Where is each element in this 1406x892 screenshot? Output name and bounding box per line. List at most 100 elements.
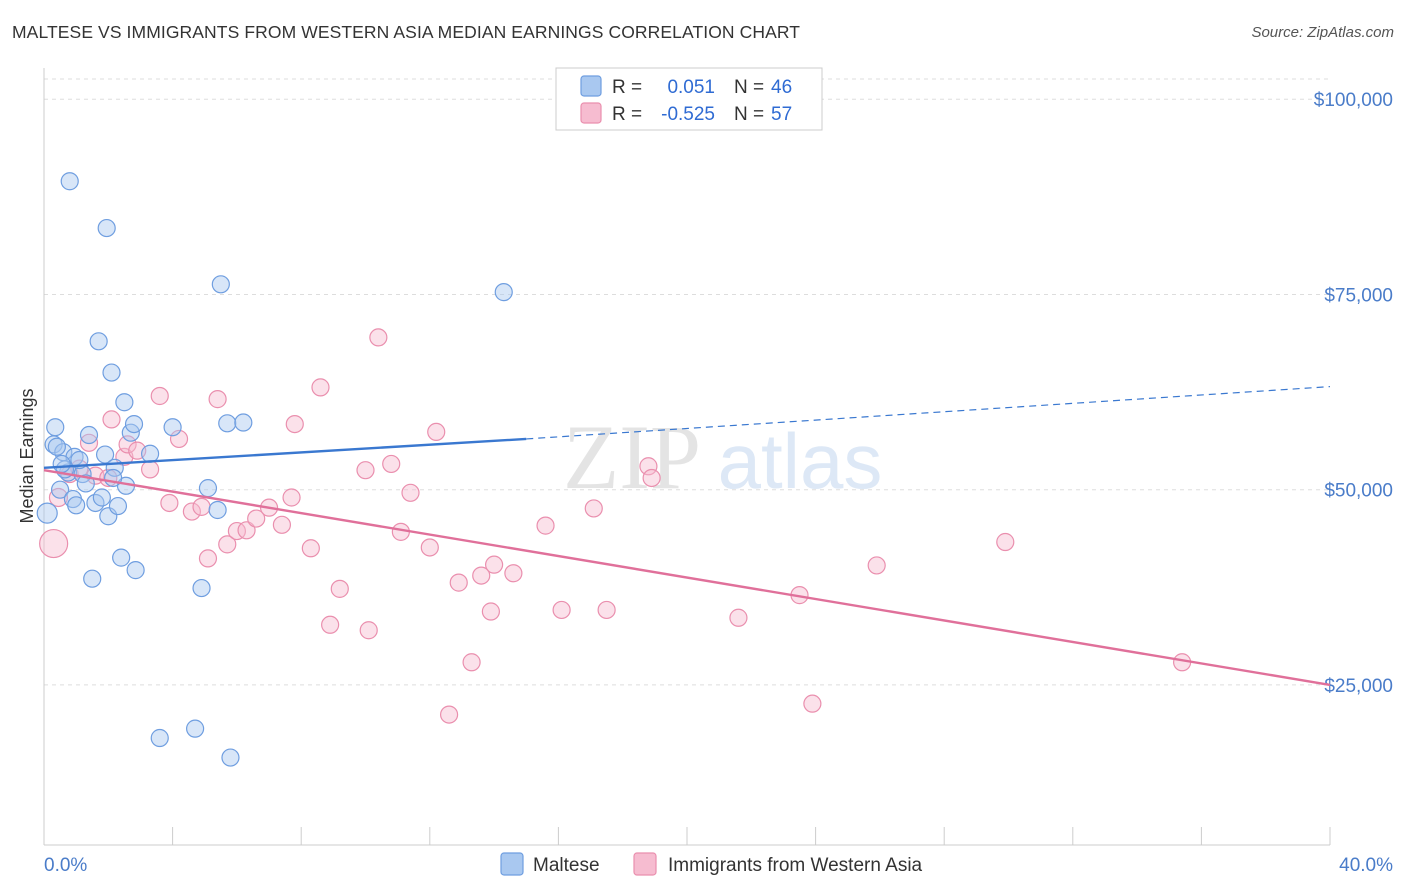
immigrants-point bbox=[369, 328, 388, 347]
bottom-legend-label-immigrants: Immigrants from Western Asia bbox=[668, 855, 923, 876]
immigrants-point bbox=[803, 694, 822, 713]
maltese-point bbox=[126, 561, 145, 580]
immigrants-point bbox=[472, 566, 491, 585]
maltese-point bbox=[92, 488, 111, 507]
legend-r-value: 0.051 bbox=[667, 77, 715, 98]
immigrants-point bbox=[169, 429, 189, 449]
y-tick-labels: $25,000 $50,000 $75,000 $100,000 bbox=[1314, 90, 1393, 697]
immigrants-point bbox=[552, 600, 571, 620]
immigrants-point bbox=[237, 521, 256, 540]
maltese-point bbox=[150, 728, 169, 748]
x-tick-label: 0.0% bbox=[44, 855, 87, 876]
immigrants-point bbox=[639, 457, 658, 476]
legend-swatch-immigrants bbox=[580, 102, 602, 124]
legend-swatch-maltese bbox=[580, 75, 602, 97]
maltese-point bbox=[115, 393, 134, 412]
immigrants-point bbox=[102, 410, 121, 429]
maltese-point bbox=[186, 719, 205, 738]
chart-title: MALTESE VS IMMIGRANTS FROM WESTERN ASIA … bbox=[12, 22, 801, 42]
immigrants-point bbox=[321, 615, 340, 634]
bottom-legend-label-maltese: Maltese bbox=[533, 855, 600, 876]
maltese-point bbox=[89, 332, 108, 351]
chart-source: Source: ZipAtlas.com bbox=[1251, 24, 1394, 41]
immigrants-point bbox=[504, 564, 523, 583]
immigrants-point bbox=[247, 509, 266, 528]
maltese-trend-line bbox=[43, 437, 527, 470]
immigrants-point bbox=[536, 516, 555, 535]
bottom-legend-swatch-maltese bbox=[500, 852, 524, 876]
immigrants-point bbox=[282, 488, 301, 507]
immigrants-point bbox=[401, 483, 420, 502]
maltese-trend-projection bbox=[526, 386, 1331, 440]
immigrants-point bbox=[150, 386, 169, 406]
maltese-point bbox=[83, 569, 102, 588]
maltese-point bbox=[140, 444, 160, 463]
maltese-point bbox=[46, 418, 65, 437]
maltese-point bbox=[50, 480, 70, 499]
immigrants-point bbox=[182, 502, 201, 521]
immigrants-point bbox=[996, 532, 1015, 552]
data-points bbox=[36, 172, 1192, 767]
immigrants-point bbox=[208, 390, 227, 409]
bottom-legend-swatch-immigrants bbox=[633, 852, 657, 876]
immigrants-point bbox=[285, 414, 304, 434]
maltese-point bbox=[108, 496, 128, 516]
immigrants-point bbox=[867, 556, 886, 575]
immigrants-point bbox=[449, 573, 468, 592]
maltese-point bbox=[192, 578, 211, 598]
y-tick-label: $75,000 bbox=[1324, 285, 1393, 306]
maltese-point bbox=[97, 218, 116, 238]
immigrants-point bbox=[272, 515, 292, 534]
immigrants-point bbox=[481, 602, 500, 621]
maltese-point bbox=[124, 414, 144, 434]
maltese-point bbox=[52, 454, 71, 474]
trend-lines bbox=[43, 386, 1331, 687]
immigrants-point bbox=[439, 705, 459, 724]
legend-n-value: 57 bbox=[771, 104, 792, 125]
y-tick-label: $25,000 bbox=[1324, 676, 1393, 697]
maltese-point bbox=[211, 275, 230, 294]
immigrants-point bbox=[311, 378, 330, 397]
maltese-point bbox=[234, 413, 253, 432]
immigrants-point bbox=[462, 653, 481, 672]
legend-top: R = 0.051 N = 46 R = -0.525 N = 57 bbox=[555, 67, 823, 131]
legend-n-label: N = bbox=[734, 104, 764, 125]
immigrants-point bbox=[160, 493, 179, 513]
maltese-point bbox=[218, 414, 237, 433]
legend-n-label: N = bbox=[734, 77, 764, 98]
immigrants-point bbox=[420, 538, 439, 557]
immigrants-point bbox=[227, 521, 246, 541]
maltese-point bbox=[76, 474, 95, 493]
immigrants-point bbox=[198, 549, 218, 568]
legend-n-value: 46 bbox=[771, 77, 792, 98]
immigrants-point bbox=[79, 433, 99, 452]
immigrants-point bbox=[597, 600, 616, 620]
immigrants-point bbox=[301, 539, 320, 558]
immigrants-point bbox=[140, 460, 160, 479]
legend-r-value: -0.525 bbox=[661, 104, 715, 125]
maltese-point bbox=[67, 496, 86, 515]
legend-bottom: Maltese Immigrants from Western Asia bbox=[500, 852, 923, 876]
maltese-point bbox=[102, 363, 121, 382]
legend-r-label: R = bbox=[612, 77, 642, 98]
y-axis-label: Median Earnings bbox=[17, 388, 37, 523]
immigrants-point bbox=[359, 621, 378, 640]
immigrants-point bbox=[330, 579, 349, 598]
watermark-atlas: atlas bbox=[718, 417, 883, 505]
x-tick-label: 40.0% bbox=[1339, 855, 1393, 876]
maltese-point bbox=[79, 425, 99, 445]
immigrants-point bbox=[218, 535, 237, 554]
y-tick-label: $50,000 bbox=[1324, 481, 1393, 502]
immigrants-trend-line bbox=[43, 468, 1331, 687]
axes bbox=[43, 68, 1330, 846]
immigrants-point bbox=[39, 528, 69, 559]
maltese-point bbox=[47, 437, 66, 456]
immigrants-point bbox=[485, 555, 504, 574]
maltese-point bbox=[60, 172, 79, 191]
maltese-point bbox=[112, 548, 131, 567]
y-tick-label: $100,000 bbox=[1314, 90, 1393, 111]
immigrants-point bbox=[584, 499, 603, 518]
immigrants-point bbox=[382, 454, 401, 474]
x-tick-labels: 0.0% 40.0% bbox=[44, 855, 1393, 876]
